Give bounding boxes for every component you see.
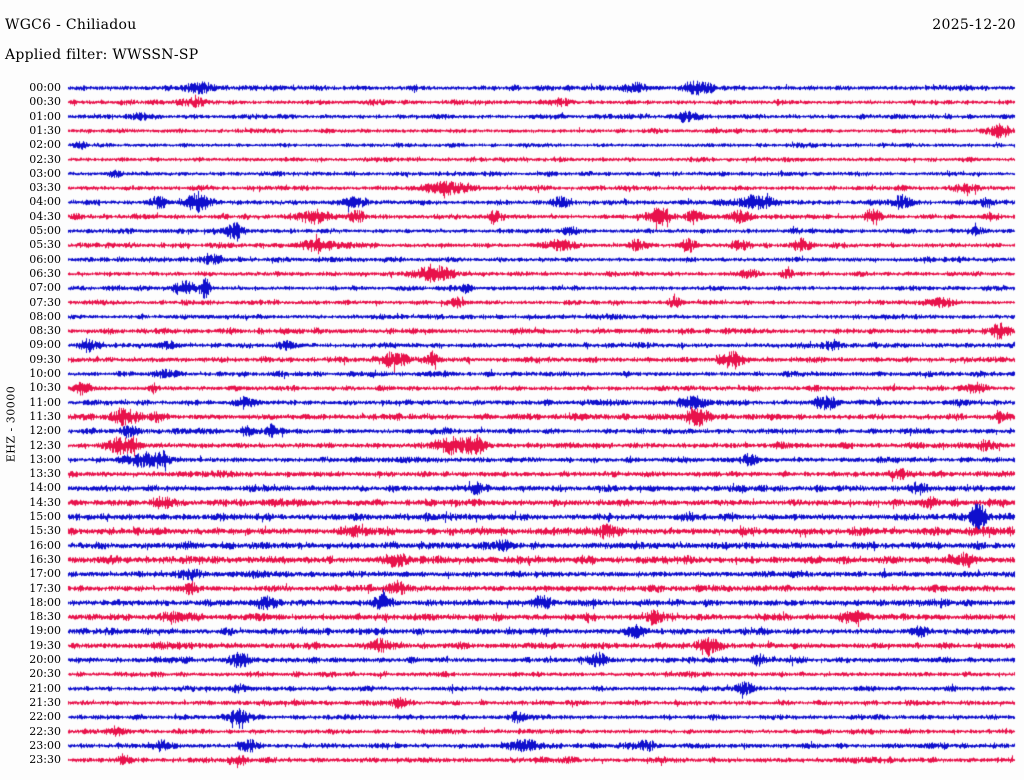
trace-time-label: 08:30 <box>29 324 61 338</box>
trace-time-label: 08:00 <box>29 309 61 323</box>
trace-time-label: 07:00 <box>29 281 61 295</box>
trace-time-label: 13:30 <box>29 467 61 481</box>
trace-time-label: 21:30 <box>29 695 61 709</box>
trace-time-label: 12:30 <box>29 438 61 452</box>
trace-time-label: 15:30 <box>29 524 61 538</box>
trace-time-label: 22:30 <box>29 724 61 738</box>
trace-time-label: 09:00 <box>29 338 61 352</box>
trace-time-label: 03:00 <box>29 166 61 180</box>
trace-time-label: 14:30 <box>29 495 61 509</box>
trace-time-label: 04:30 <box>29 209 61 223</box>
trace-time-label: 01:30 <box>29 123 61 137</box>
trace-time-label: 20:00 <box>29 653 61 666</box>
trace-time-label: 19:30 <box>29 638 61 652</box>
trace-time-label: 05:00 <box>29 224 61 237</box>
trace-time-label: 11:00 <box>29 395 61 409</box>
trace-time-label: 03:30 <box>29 181 61 195</box>
trace-time-label: 16:00 <box>29 538 61 552</box>
trace-time-label: 18:30 <box>29 610 61 624</box>
trace-time-label: 21:00 <box>29 681 61 695</box>
trace-time-label: 00:30 <box>29 95 61 109</box>
trace-time-label: 19:00 <box>29 624 61 638</box>
trace-time-label: 12:00 <box>29 424 61 438</box>
trace-time-label: 23:00 <box>29 738 61 752</box>
trace-time-label: 17:00 <box>29 567 61 581</box>
trace-time-label: 04:00 <box>29 195 61 209</box>
trace-time-label: 20:30 <box>29 667 61 681</box>
trace-time-label: 07:30 <box>29 295 61 309</box>
time-label-column: 00:00 00:30 01:00 01:30 02:00 02:30 03:00 03:30… <box>0 0 61 780</box>
trace-time-label: 10:00 <box>29 367 61 380</box>
trace-time-label: 16:30 <box>29 552 61 566</box>
trace-time-label: 09:30 <box>29 352 61 366</box>
trace-time-label: 22:00 <box>29 710 61 724</box>
plot-date: 2025-12-20 <box>932 17 1016 33</box>
trace-time-label: 02:30 <box>29 152 61 166</box>
trace-time-label: 13:00 <box>29 452 61 466</box>
trace-time-label: 05:30 <box>29 238 61 252</box>
trace-time-label: 11:30 <box>29 409 61 423</box>
trace-time-label: 17:30 <box>29 581 61 595</box>
trace-time-label: 15:00 <box>29 510 61 523</box>
trace-time-label: 14:00 <box>29 481 61 495</box>
applied-filter-label: Applied filter: WWSSN-SP <box>5 47 199 63</box>
trace-time-label: 18:00 <box>29 595 61 609</box>
trace-time-label: 06:00 <box>29 252 61 266</box>
trace-time-label: 06:30 <box>29 266 61 280</box>
trace-time-label: 02:00 <box>29 138 61 152</box>
trace-time-label: 00:00 <box>29 81 61 94</box>
trace-time-label: 01:00 <box>29 109 61 123</box>
trace-time-label: 10:30 <box>29 381 61 395</box>
trace-time-label: 23:30 <box>29 753 61 767</box>
station-title: WGC6 - Chiliadou <box>5 17 137 33</box>
